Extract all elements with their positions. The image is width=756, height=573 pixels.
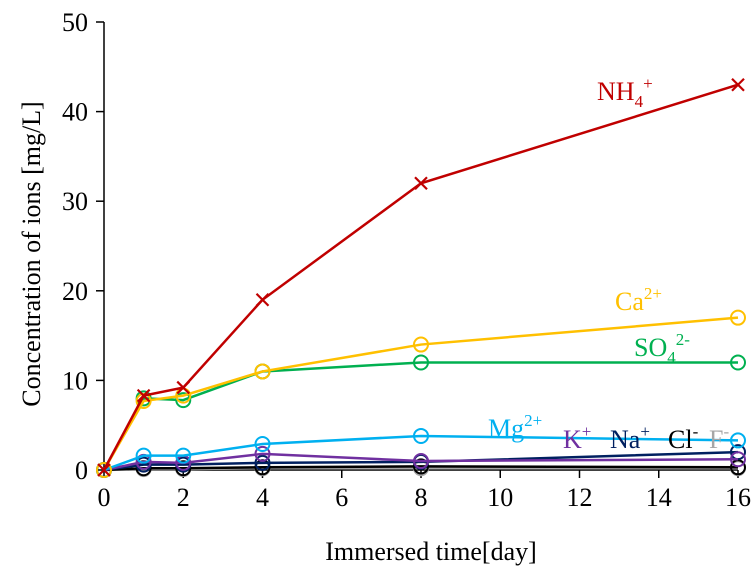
x-tick-label: 0 bbox=[98, 483, 111, 512]
x-tick-label: 4 bbox=[256, 483, 269, 512]
data-point-ca2 bbox=[96, 462, 112, 478]
series-label-na: Na+ bbox=[610, 422, 650, 454]
data-point-ca2 bbox=[254, 363, 271, 380]
y-tick-label: 10 bbox=[62, 366, 88, 395]
x-tick-label: 14 bbox=[646, 483, 672, 512]
series-label-so42: SO42- bbox=[634, 330, 690, 367]
x-axis-title: Immersed time[day] bbox=[325, 537, 537, 566]
data-point-mg2 bbox=[254, 436, 271, 453]
x-tick-label: 16 bbox=[725, 483, 751, 512]
data-point-ca2 bbox=[730, 309, 746, 326]
x-tick-label: 12 bbox=[567, 483, 593, 512]
data-point-ca2 bbox=[175, 387, 192, 404]
data-point-nh4 bbox=[176, 380, 191, 395]
data-point-so42 bbox=[730, 354, 746, 371]
data-point-nh4 bbox=[414, 176, 428, 191]
data-point-na bbox=[254, 454, 271, 471]
series-line-nh4 bbox=[102, 83, 739, 471]
data-point-na bbox=[730, 444, 746, 461]
series-line-ca2 bbox=[102, 316, 739, 471]
data-point-cl bbox=[413, 458, 429, 475]
data-point-k bbox=[413, 453, 429, 470]
data-point-nh4 bbox=[97, 463, 111, 477]
data-point-so42 bbox=[413, 354, 429, 371]
data-point-nh4 bbox=[255, 292, 270, 307]
data-point-so42 bbox=[175, 392, 192, 409]
series-label-nh4: NH4+ bbox=[597, 74, 653, 111]
data-point-k bbox=[730, 451, 746, 468]
y-tick-label: 30 bbox=[62, 187, 88, 216]
data-point-mg2 bbox=[730, 432, 746, 449]
series-label-f: F- bbox=[709, 422, 729, 454]
series-label-ca2: Ca2+ bbox=[615, 284, 662, 316]
y-tick-label: 50 bbox=[62, 8, 88, 37]
y-tick-label: 20 bbox=[62, 277, 88, 306]
data-point-mg2 bbox=[413, 427, 429, 444]
data-point-ca2 bbox=[413, 336, 429, 353]
y-tick-label: 0 bbox=[75, 456, 88, 485]
series-label-cl: Cl- bbox=[668, 422, 699, 454]
x-tick-label: 2 bbox=[177, 483, 190, 512]
data-point-k bbox=[254, 445, 271, 462]
data-point-mg2 bbox=[175, 447, 192, 464]
x-tick-label: 10 bbox=[487, 483, 513, 512]
data-point-ca2 bbox=[135, 393, 152, 410]
data-point-nh4 bbox=[136, 388, 151, 403]
y-axis-title: Concentration of ions [mg/L] bbox=[17, 101, 46, 406]
y-tick-label: 40 bbox=[62, 98, 88, 127]
x-tick-label: 6 bbox=[335, 483, 348, 512]
data-point-nh4 bbox=[731, 77, 745, 92]
x-tick-label: 8 bbox=[415, 483, 428, 512]
data-point-mg2 bbox=[135, 447, 152, 464]
series-label-k: K+ bbox=[563, 422, 591, 454]
series-label-mg2: Mg2+ bbox=[488, 411, 542, 443]
